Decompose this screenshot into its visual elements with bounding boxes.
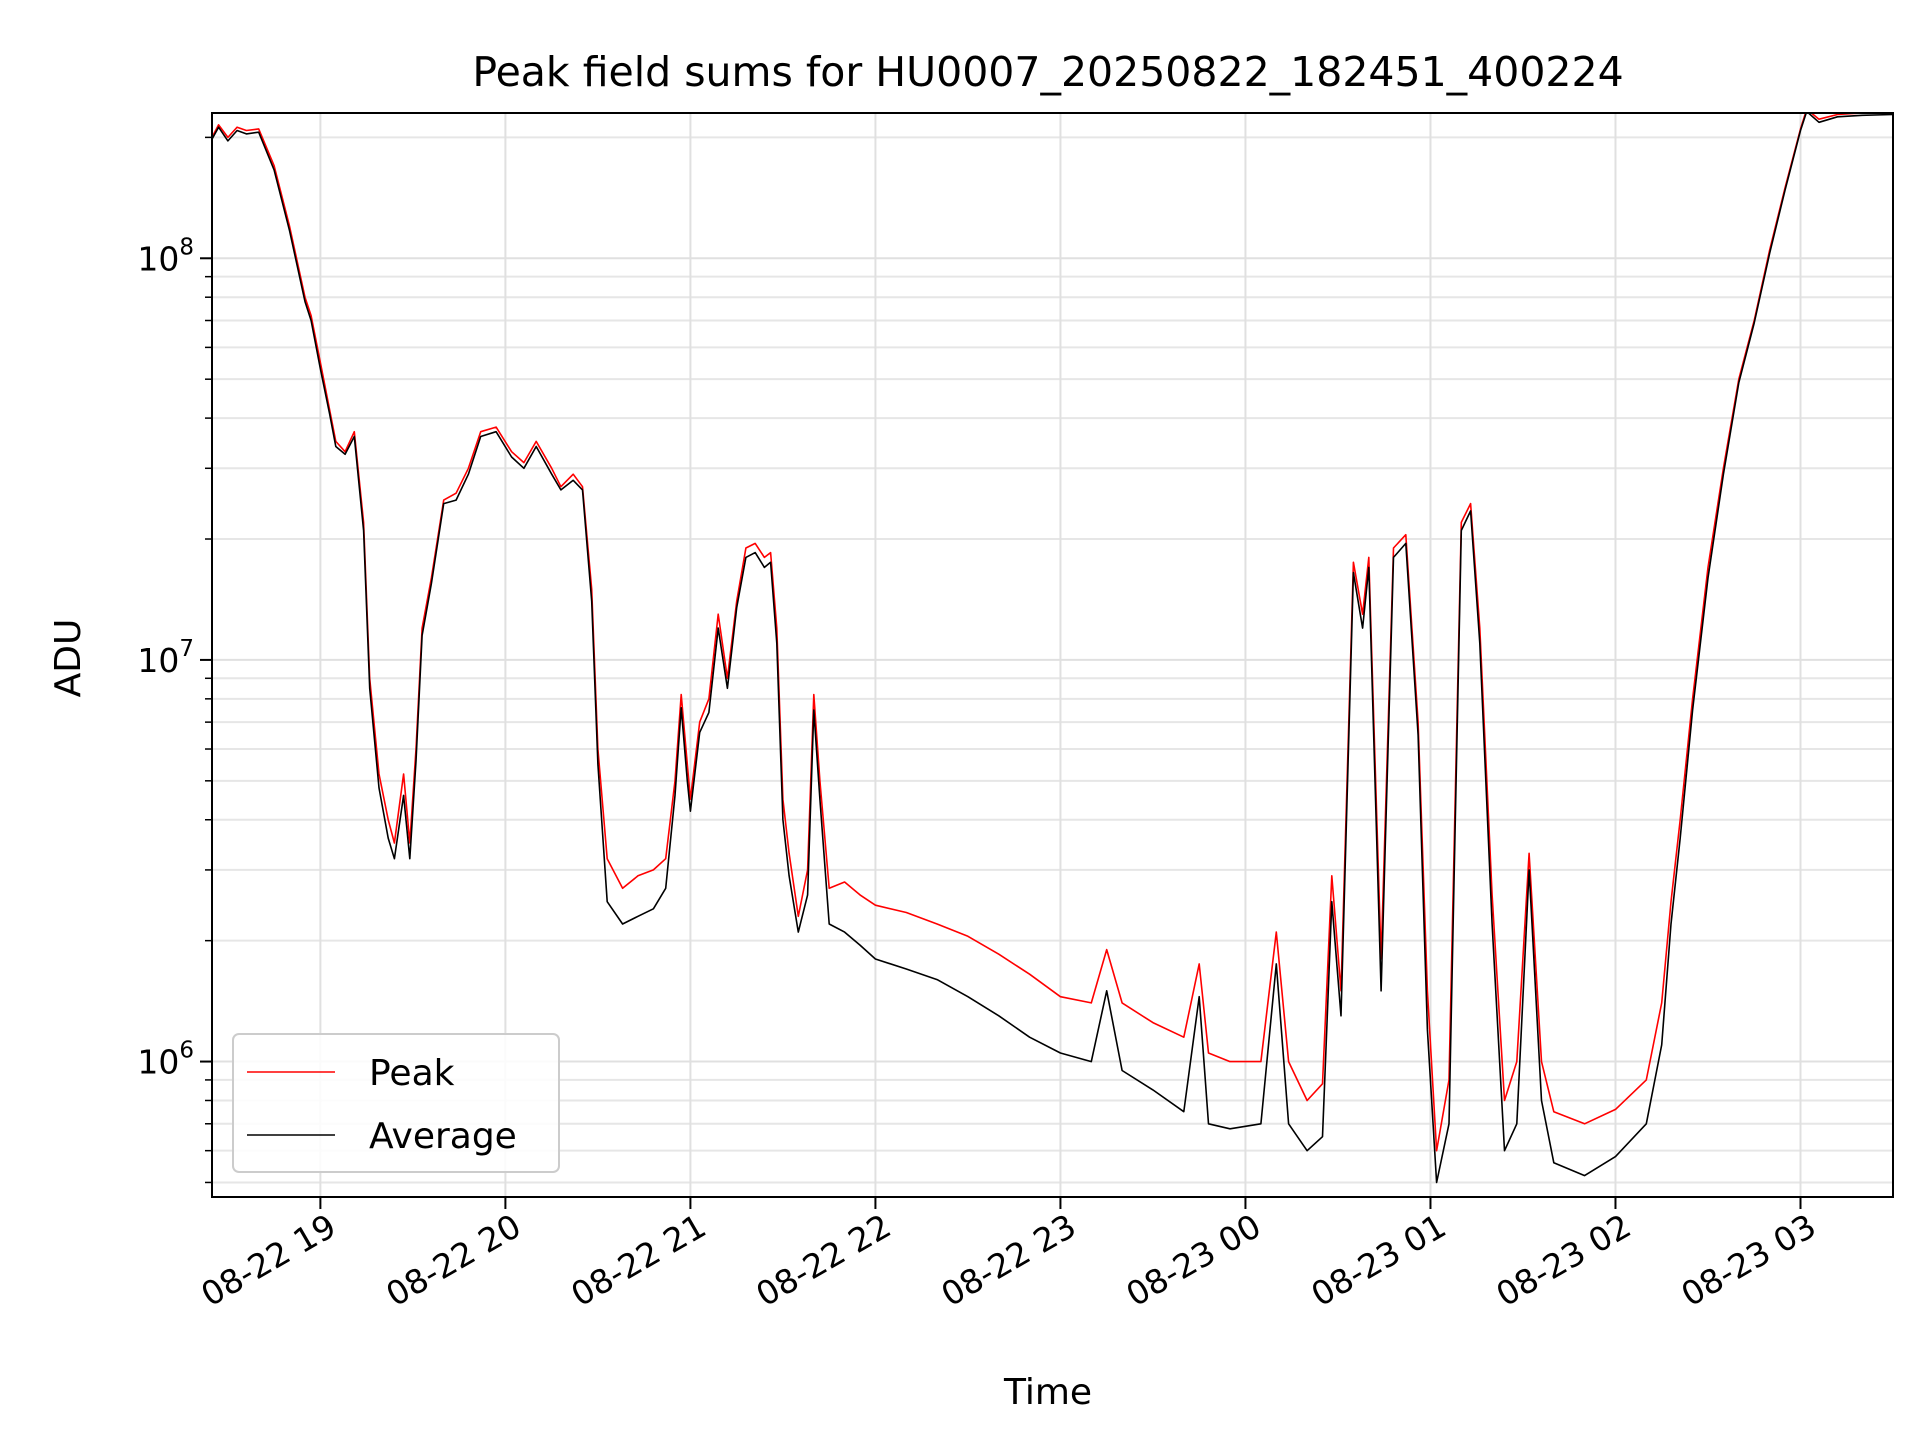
y-tick-base: 10 [137, 1043, 179, 1082]
legend-label-peak: Peak [369, 1053, 455, 1094]
y-tick-label: 108 [137, 234, 194, 278]
chart-title: Peak field sums for HU0007_20250822_1824… [472, 48, 1623, 96]
series-line-average [212, 113, 1893, 1184]
legend-box [232, 1033, 560, 1173]
grid-layer [212, 113, 1893, 1197]
y-tick-base: 10 [137, 239, 179, 278]
series-line-peak [212, 113, 1893, 1152]
x-axis-label: Time [1003, 1372, 1092, 1413]
plot-frame [211, 112, 1894, 1198]
legend: Peak Average [232, 1033, 560, 1173]
y-tick-label: 107 [137, 636, 194, 680]
y-tick-exponent: 7 [179, 636, 194, 662]
series-layer [212, 113, 1893, 1184]
y-axis-label: ADU [48, 619, 89, 698]
y-tick-base: 10 [137, 641, 179, 680]
legend-label-average: Average [369, 1116, 517, 1157]
y-tick-exponent: 6 [179, 1038, 194, 1064]
y-tick-exponent: 8 [179, 234, 194, 260]
y-tick-label: 106 [137, 1038, 194, 1082]
